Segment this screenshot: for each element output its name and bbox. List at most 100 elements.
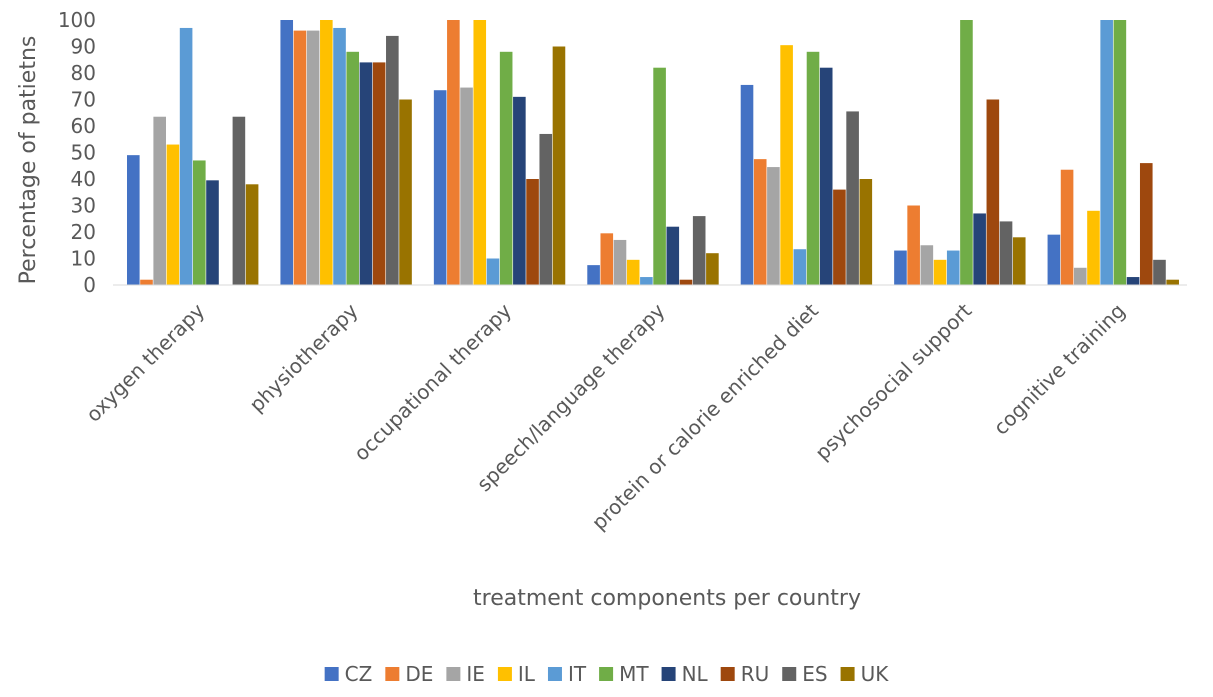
x-category-label: occupational therapy bbox=[349, 298, 516, 465]
bar-nl-1 bbox=[359, 62, 373, 286]
bar-uk-2 bbox=[552, 46, 566, 285]
bar-it-3 bbox=[640, 277, 653, 285]
bar-nl-4 bbox=[819, 67, 833, 285]
y-tick-label: 50 bbox=[71, 141, 96, 165]
bar-de-0 bbox=[140, 279, 153, 285]
bar-cz-2 bbox=[433, 90, 447, 285]
bar-mt-0 bbox=[193, 160, 206, 285]
bar-es-2 bbox=[539, 133, 553, 285]
bar-nl-2 bbox=[513, 96, 526, 285]
bar-ru-5 bbox=[986, 99, 1000, 285]
bar-ru-6 bbox=[1139, 163, 1153, 285]
bar-mt-1 bbox=[346, 51, 360, 285]
x-category-label: oxygen therapy bbox=[81, 298, 209, 426]
bar-ie-1 bbox=[306, 30, 320, 285]
bar-il-1 bbox=[320, 20, 333, 285]
bar-es-3 bbox=[692, 216, 706, 285]
y-tick-label: 20 bbox=[71, 220, 96, 244]
legend-swatch-it bbox=[547, 667, 562, 681]
bar-uk-0 bbox=[245, 184, 259, 285]
bar-uk-4 bbox=[859, 179, 873, 285]
y-tick-label: 40 bbox=[71, 167, 96, 191]
bar-il-5 bbox=[933, 259, 947, 285]
x-axis-ticks: oxygen therapy physiotherapyoccupational … bbox=[81, 298, 1130, 534]
bar-il-3 bbox=[626, 259, 640, 285]
bar-mt-2 bbox=[499, 51, 513, 285]
bar-cz-3 bbox=[587, 265, 600, 286]
legend-swatch-uk bbox=[840, 667, 855, 681]
bar-il-0 bbox=[166, 144, 180, 285]
legend-label-de: DE bbox=[405, 662, 433, 686]
bar-it-2 bbox=[486, 258, 500, 285]
legend-swatch-ie bbox=[446, 667, 461, 681]
bar-ru-1 bbox=[372, 62, 386, 286]
legend-label-it: IT bbox=[568, 662, 587, 686]
bar-cz-0 bbox=[127, 155, 140, 285]
y-tick-label: 60 bbox=[71, 114, 96, 138]
bar-ie-3 bbox=[613, 239, 627, 285]
legend-label-mt: MT bbox=[619, 662, 649, 686]
y-tick-label: 80 bbox=[71, 61, 96, 85]
bar-it-1 bbox=[333, 27, 346, 285]
bar-mt-5 bbox=[960, 20, 973, 285]
y-tick-label: 100 bbox=[58, 8, 96, 32]
bar-uk-6 bbox=[1166, 279, 1179, 285]
bar-es-1 bbox=[386, 35, 399, 286]
y-tick-label: 10 bbox=[71, 247, 96, 271]
y-tick-label: 70 bbox=[71, 88, 96, 112]
bar-cz-5 bbox=[894, 250, 907, 285]
bar-il-2 bbox=[473, 20, 487, 285]
bar-it-4 bbox=[793, 249, 807, 285]
bar-ru-2 bbox=[526, 179, 539, 285]
bar-ie-4 bbox=[767, 167, 780, 285]
legend-swatch-nl bbox=[661, 667, 676, 681]
bar-nl-5 bbox=[973, 213, 986, 285]
bar-it-6 bbox=[1100, 20, 1113, 285]
bar-de-5 bbox=[907, 205, 920, 285]
bar-uk-5 bbox=[1012, 237, 1026, 285]
legend-label-es: ES bbox=[802, 662, 827, 686]
bar-uk-3 bbox=[706, 253, 719, 285]
legend-swatch-cz bbox=[324, 667, 339, 681]
bar-de-6 bbox=[1060, 169, 1074, 285]
bar-ie-6 bbox=[1073, 267, 1087, 285]
bar-mt-6 bbox=[1113, 20, 1127, 285]
bar-cz-1 bbox=[280, 20, 294, 285]
legend: CZ DE IE IL IT MT NL RU ES UK bbox=[324, 662, 890, 686]
legend-swatch-ru bbox=[720, 667, 735, 681]
bars-group bbox=[127, 20, 1179, 286]
legend-label-il: IL bbox=[518, 662, 536, 686]
bar-it-5 bbox=[946, 250, 960, 285]
legend-label-ie: IE bbox=[466, 662, 485, 686]
bar-es-5 bbox=[999, 221, 1013, 285]
bar-mt-4 bbox=[806, 51, 820, 285]
legend-label-uk: UK bbox=[861, 662, 890, 686]
bar-ie-2 bbox=[460, 87, 473, 285]
y-axis-title: Percentage of patietns bbox=[16, 36, 41, 285]
bar-de-4 bbox=[753, 159, 767, 286]
legend-swatch-es bbox=[782, 667, 797, 681]
bar-es-0 bbox=[232, 116, 246, 285]
bar-es-4 bbox=[846, 111, 859, 285]
bar-es-6 bbox=[1153, 259, 1166, 285]
bar-ru-3 bbox=[679, 279, 693, 285]
bar-it-0 bbox=[179, 27, 193, 285]
x-axis-title: treatment components per country bbox=[473, 586, 861, 611]
y-tick-label: 0 bbox=[83, 273, 96, 297]
legend-label-cz: CZ bbox=[345, 662, 373, 686]
bar-cz-6 bbox=[1047, 234, 1061, 285]
bar-cz-4 bbox=[740, 84, 754, 286]
bar-de-3 bbox=[600, 233, 614, 285]
legend-swatch-de bbox=[385, 667, 400, 681]
bar-nl-6 bbox=[1126, 277, 1140, 285]
bar-mt-3 bbox=[653, 67, 666, 285]
bar-ie-5 bbox=[920, 245, 934, 285]
bar-nl-3 bbox=[666, 226, 680, 285]
bar-uk-1 bbox=[399, 99, 412, 285]
x-category-label: physiotherapy bbox=[244, 298, 362, 416]
x-category-label: cognitive training bbox=[989, 299, 1130, 440]
bar-ie-0 bbox=[153, 116, 166, 285]
